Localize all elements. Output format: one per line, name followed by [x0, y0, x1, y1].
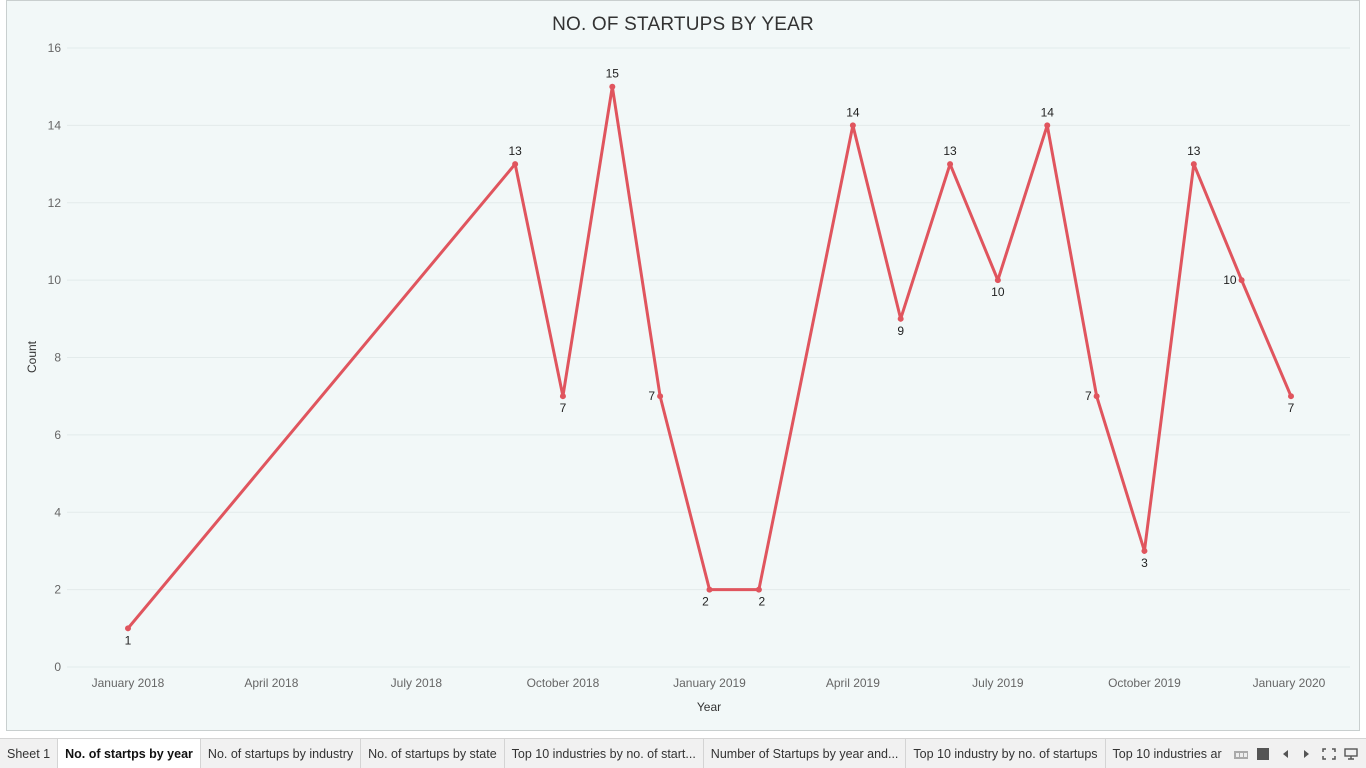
data-label: 13	[508, 144, 522, 158]
data-point	[1093, 393, 1100, 400]
y-tick-label: 16	[48, 41, 62, 55]
y-tick-label: 6	[54, 428, 61, 442]
data-point	[1238, 277, 1245, 284]
data-point	[657, 393, 664, 400]
data-label: 2	[702, 595, 709, 609]
grid-view-icon[interactable]	[1255, 746, 1271, 762]
data-point	[609, 83, 616, 90]
y-tick-label: 14	[48, 118, 62, 132]
data-point	[125, 625, 131, 632]
tab-startups-by-state[interactable]: No. of startups by state	[361, 739, 505, 768]
data-point	[1288, 393, 1294, 400]
data-point	[512, 161, 519, 168]
x-tick-label: January 2018	[92, 676, 165, 690]
tab-startups-by-year-and[interactable]: Number of Startups by year and...	[704, 739, 907, 768]
present-icon[interactable]	[1343, 746, 1359, 762]
data-point	[1141, 547, 1148, 554]
data-label: 9	[897, 324, 904, 338]
fullscreen-icon[interactable]	[1321, 746, 1337, 762]
data-label: 3	[1141, 556, 1148, 570]
x-tick-label: January 2019	[673, 676, 746, 690]
data-point	[1190, 161, 1197, 168]
tab-sheet-1[interactable]: Sheet 1	[0, 739, 59, 768]
data-label: 10	[991, 285, 1005, 299]
data-point	[1044, 122, 1051, 129]
data-label: 7	[1085, 389, 1092, 403]
data-label: 14	[1041, 105, 1055, 119]
data-label: 1	[125, 633, 132, 647]
tab-startups-by-industry[interactable]: No. of startups by industry	[201, 739, 362, 768]
chart-title: NO. OF STARTUPS BY YEAR	[552, 14, 814, 35]
data-label: 13	[943, 144, 957, 158]
data-label: 14	[846, 105, 860, 119]
tab-top10-industries[interactable]: Top 10 industries by no. of start...	[505, 739, 704, 768]
data-point	[994, 277, 1001, 284]
sheet-tab-bar: Sheet 1 No. of startps by year No. of st…	[0, 738, 1366, 768]
x-tick-label: April 2018	[244, 676, 298, 690]
data-point	[947, 161, 954, 168]
data-point	[755, 586, 762, 593]
x-tick-label: July 2019	[972, 676, 1024, 690]
film-strip-icon[interactable]	[1233, 746, 1249, 762]
data-point	[849, 122, 856, 129]
x-tick-label: January 2020	[1253, 676, 1326, 690]
x-axis-title: Year	[697, 700, 721, 714]
y-tick-label: 12	[48, 196, 62, 210]
y-tick-label: 2	[54, 583, 61, 597]
data-point	[559, 393, 566, 400]
x-tick-label: July 2018	[391, 676, 443, 690]
data-point	[706, 586, 713, 593]
y-tick-label: 4	[54, 505, 61, 519]
data-label: 7	[560, 401, 567, 415]
arrow-left-icon[interactable]	[1277, 746, 1293, 762]
tab-startups-by-year[interactable]: No. of startps by year	[58, 739, 201, 768]
data-label: 15	[606, 67, 620, 81]
data-point	[897, 315, 904, 322]
y-tick-label: 0	[54, 660, 61, 674]
x-tick-label: April 2019	[826, 676, 880, 690]
data-label: 7	[1288, 401, 1295, 415]
y-axis-title: Count	[25, 340, 39, 373]
y-tick-label: 8	[54, 351, 61, 365]
tab-top10-industries-ar[interactable]: Top 10 industries ar	[1106, 739, 1230, 768]
tab-controls	[1226, 739, 1366, 768]
y-tick-label: 10	[48, 273, 62, 287]
data-label: 10	[1223, 273, 1237, 287]
data-label: 7	[648, 389, 655, 403]
viz-frame	[6, 0, 1360, 731]
tab-top10-industry-by-startups[interactable]: Top 10 industry by no. of startups	[906, 739, 1106, 768]
arrow-right-icon[interactable]	[1299, 746, 1315, 762]
data-label: 2	[759, 595, 766, 609]
x-tick-label: October 2018	[527, 676, 600, 690]
data-label: 13	[1187, 144, 1201, 158]
x-tick-label: October 2019	[1108, 676, 1181, 690]
